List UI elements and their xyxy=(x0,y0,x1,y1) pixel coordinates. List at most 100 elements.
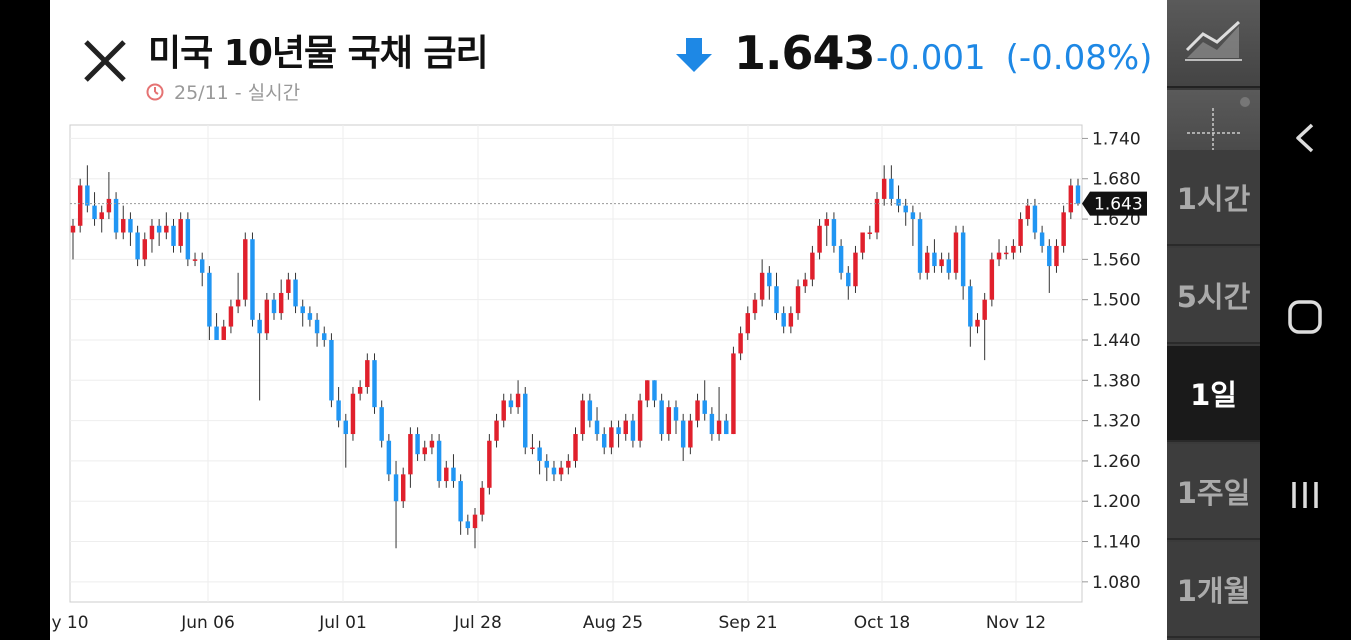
candle-body xyxy=(953,232,959,273)
candle-body xyxy=(479,487,485,515)
back-icon[interactable] xyxy=(1280,113,1330,163)
candle-body xyxy=(530,447,535,449)
last-price-label: 1.643 xyxy=(1094,195,1143,215)
candle-body xyxy=(199,259,205,273)
candle-body xyxy=(846,272,851,287)
candle-body xyxy=(1075,185,1081,204)
candle-body xyxy=(1025,205,1030,220)
close-icon[interactable] xyxy=(82,38,128,84)
candle-body xyxy=(128,219,133,233)
y-tick-label: 1.440 xyxy=(1092,331,1141,351)
candle-body xyxy=(171,225,176,246)
period-1-month[interactable]: 1개월 xyxy=(1167,542,1260,638)
candle-body xyxy=(221,326,226,340)
home-icon[interactable] xyxy=(1280,292,1330,342)
candle-body xyxy=(573,434,578,461)
candle-body xyxy=(867,232,873,234)
x-tick-label: Jul 28 xyxy=(453,613,502,633)
candle-body xyxy=(989,259,995,300)
candle-body xyxy=(465,521,471,529)
candle-body xyxy=(257,319,262,334)
system-nav-bar xyxy=(1260,0,1351,640)
candle-body xyxy=(192,259,198,261)
last-price-tag xyxy=(1082,191,1147,216)
y-tick-label: 1.320 xyxy=(1092,412,1141,432)
candle-body xyxy=(645,380,650,401)
x-tick-label: Nov 12 xyxy=(986,613,1046,633)
candle-body xyxy=(566,460,571,468)
candle-body xyxy=(1039,232,1045,246)
candle-body xyxy=(745,313,751,334)
candle-body xyxy=(688,420,693,448)
candle-body xyxy=(372,360,377,408)
down-arrow-icon xyxy=(676,38,712,72)
candle-body xyxy=(982,299,987,320)
x-tick-label: Oct 18 xyxy=(854,613,910,633)
candle-body xyxy=(70,225,76,233)
candle-body xyxy=(436,440,442,482)
last-price: 1.643 xyxy=(734,26,876,80)
candle-body xyxy=(544,460,550,468)
candle-body xyxy=(652,380,657,401)
timestamp-row: 25/11 - 실시간 xyxy=(146,78,300,105)
candle-body xyxy=(422,447,427,455)
period-1-hour[interactable]: 1시간 xyxy=(1167,150,1260,246)
candle-body xyxy=(838,245,844,273)
candle-body xyxy=(903,205,908,213)
candle-body xyxy=(537,447,542,461)
candle-body xyxy=(164,225,169,233)
y-tick-label: 1.200 xyxy=(1092,492,1141,512)
candle-body xyxy=(960,232,966,287)
candle-body xyxy=(623,420,628,435)
chart-svg[interactable]: 1.7401.6801.6201.5601.5001.4401.3801.320… xyxy=(50,110,1167,640)
candle-body xyxy=(1054,245,1059,267)
period-1-week[interactable]: 1주일 xyxy=(1167,444,1260,540)
line-chart-button[interactable] xyxy=(1167,0,1260,88)
y-tick-label: 1.080 xyxy=(1092,573,1141,593)
candle-body xyxy=(350,393,356,435)
candle-body xyxy=(853,252,858,287)
candle-body xyxy=(336,400,341,421)
candle-body xyxy=(451,467,456,482)
candle-body xyxy=(860,232,865,253)
candle-body xyxy=(379,407,384,441)
y-tick-label: 1.140 xyxy=(1092,533,1141,553)
x-tick-label: y 10 xyxy=(51,613,88,633)
candle-body xyxy=(250,239,255,320)
candle-body xyxy=(92,205,97,220)
candle-body xyxy=(939,259,944,267)
candle-body xyxy=(810,252,815,280)
candle-body xyxy=(106,198,112,213)
candle-body xyxy=(343,420,349,435)
candle-body xyxy=(802,279,808,287)
candlestick-chart[interactable]: 1.740 1.680 1.620 1.560 1.500 1.440 1.380 1.320… xyxy=(50,110,1167,640)
candle-body xyxy=(393,474,399,502)
candle-body xyxy=(752,299,758,314)
candle-body xyxy=(925,252,930,273)
line-chart-icon xyxy=(1185,20,1242,61)
candle-body xyxy=(400,474,406,502)
candle-body xyxy=(695,400,700,421)
crosshair-icon xyxy=(1187,97,1250,158)
candle-body xyxy=(214,326,219,340)
candle-body xyxy=(408,434,413,475)
x-tick-label: Aug 25 xyxy=(583,613,643,633)
candle-body xyxy=(996,252,1002,260)
candle-body xyxy=(946,259,952,273)
candle-body xyxy=(286,279,291,293)
period-5-hours[interactable]: 5시간 xyxy=(1167,248,1260,344)
candle-body xyxy=(278,292,284,314)
period-1-day[interactable]: 1일 xyxy=(1167,346,1260,442)
recent-apps-icon[interactable] xyxy=(1280,470,1330,520)
candle-body xyxy=(910,212,916,220)
candle-body xyxy=(243,239,248,300)
instrument-title: 미국 10년물 국채 금리 xyxy=(148,33,489,74)
candle-body xyxy=(680,420,686,448)
candle-body xyxy=(1032,205,1038,233)
candle-body xyxy=(738,333,743,354)
candle-body xyxy=(429,440,435,448)
chart-screen: 미국 10년물 국채 금리 25/11 - 실시간 1.643 -0.001 (-… xyxy=(50,0,1167,640)
change-value: -0.001 xyxy=(876,38,986,78)
candle-body xyxy=(458,481,463,522)
candle-body xyxy=(329,339,334,401)
